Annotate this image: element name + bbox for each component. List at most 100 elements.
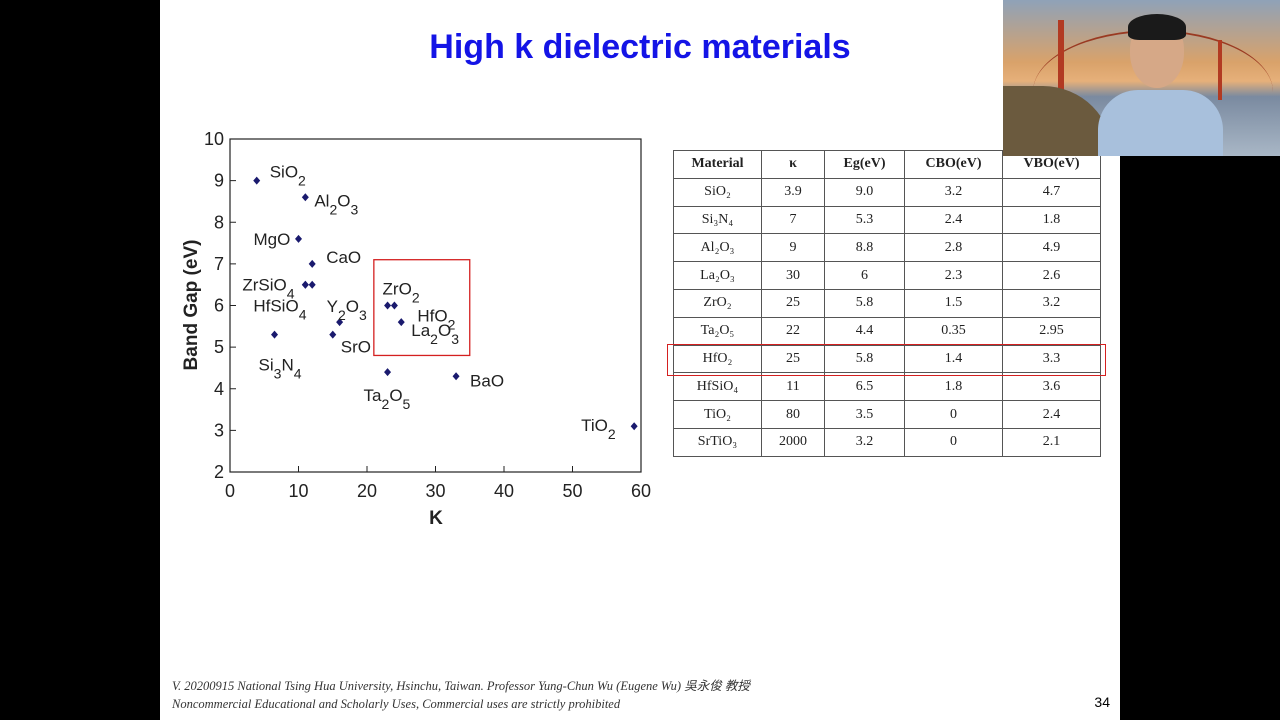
point-label: HfSiO4: [253, 297, 306, 323]
data-point: [384, 368, 392, 377]
axis-tick-labels: 0 10 20 30 40 50 60 2 3 4 5 6 7 8 9 10: [204, 129, 651, 501]
data-point: [308, 259, 316, 268]
bridge-tower: [1058, 20, 1064, 130]
point-label: Si3N4: [259, 356, 302, 382]
y-tick-label: 6: [214, 296, 224, 316]
slide-footer: V. 20200915 National Tsing Hua Universit…: [172, 677, 750, 713]
value-cell: 2.4: [1002, 400, 1101, 429]
presenter-shirt: [1098, 90, 1223, 156]
point-label: ZrSiO4: [242, 276, 294, 302]
value-cell: 5.8: [824, 344, 905, 374]
footer-credit: V. 20200915 National Tsing Hua Universit…: [172, 679, 750, 693]
header-eg: Eg(eV): [824, 150, 905, 179]
value-cell: 2.4: [904, 205, 1003, 235]
material-cell: SiO₂: [673, 177, 762, 207]
material-cell: HfO₂: [673, 344, 762, 374]
point-label: HfO2: [417, 307, 455, 333]
value-cell: 11: [761, 372, 825, 402]
y-tick-label: 7: [214, 254, 224, 274]
data-point: [295, 234, 302, 243]
value-cell: 9.0: [824, 177, 905, 207]
value-cell: 2.1: [1002, 427, 1101, 457]
data-point: [452, 372, 460, 381]
data-point: [271, 330, 279, 339]
footer-usage-notice: Noncommercial Educational and Scholarly …: [172, 697, 621, 711]
header-kappa: κ: [761, 150, 825, 179]
value-cell: 4.9: [1002, 233, 1101, 263]
highlight-region: [373, 259, 471, 357]
table-row: Al₂O₃ 9 8.8 2.8 4.9: [673, 233, 1101, 263]
bridge-tower-far: [1218, 40, 1222, 100]
value-cell: 2.8: [904, 233, 1003, 263]
value-cell: 22: [761, 316, 825, 346]
x-tick-label: 50: [562, 481, 582, 501]
value-cell: 3.2: [824, 427, 905, 457]
x-tick-label: 10: [288, 481, 308, 501]
table-row: SiO₂ 3.9 9.0 3.2 4.7: [673, 177, 1101, 207]
y-tick-label: 3: [214, 420, 224, 440]
material-cell: Ta₂O₅: [673, 316, 762, 346]
material-cell: SrTiO₃: [673, 427, 762, 457]
value-cell: 25: [761, 288, 825, 318]
header-cbo: CBO(eV): [904, 150, 1003, 179]
material-cell: HfSiO₄: [673, 372, 762, 402]
value-cell: 30: [761, 261, 825, 290]
y-tick-label: 10: [204, 129, 224, 149]
data-point: [329, 330, 337, 339]
value-cell: 6.5: [824, 372, 905, 402]
value-cell: 3.5: [824, 400, 905, 429]
point-label: SiO2: [270, 163, 306, 189]
band-gap-vs-k-chart: 0 10 20 30 40 50 60 2 3 4 5 6 7 8 9 10 SiO2 Al2O3 MgO CaO Z…: [181, 129, 651, 529]
page-number: 34: [1094, 694, 1110, 710]
table-row: ZrO₂ 25 5.8 1.5 3.2: [673, 288, 1101, 318]
y-tick-label: 5: [214, 337, 224, 357]
point-label: La2O3: [411, 321, 459, 347]
x-axis-label: K: [429, 508, 443, 529]
data-point: [253, 176, 261, 185]
dielectric-properties-table-wrap: Material κ Eg(eV) CBO(eV) VBO(eV) SiO₂ 3.…: [673, 150, 1101, 457]
data-point: [630, 422, 638, 431]
data-point: [336, 318, 344, 327]
value-cell: 3.2: [904, 177, 1003, 207]
value-cell: 3.2: [1002, 288, 1101, 318]
hillside: [1003, 86, 1113, 156]
y-tick-label: 8: [214, 212, 224, 232]
table-row: La₂O₃ 30 6 2.3 2.6: [673, 261, 1101, 290]
table-row: HfSiO₄ 11 6.5 1.8 3.6: [673, 372, 1101, 402]
x-tick-label: 40: [494, 481, 514, 501]
value-cell: 0.35: [904, 316, 1003, 346]
slide-title: High k dielectric materials: [429, 28, 851, 66]
value-cell: 9: [761, 233, 825, 263]
point-label: Al2O3: [314, 191, 358, 217]
data-point: [301, 193, 309, 202]
value-cell: 1.8: [1002, 205, 1101, 235]
material-cell: Si₃N₄: [673, 205, 762, 235]
y-tick-label: 9: [214, 171, 224, 191]
value-cell: 0: [904, 400, 1003, 429]
point-label: Ta2O5: [364, 386, 411, 412]
value-cell: 0: [904, 427, 1003, 457]
value-cell: 7: [761, 205, 825, 235]
table-row: Ta₂O₅ 22 4.4 0.35 2.95: [673, 316, 1101, 346]
material-cell: Al₂O₃: [673, 233, 762, 263]
material-cell: La₂O₃: [673, 261, 762, 290]
slide: High k dielectric materials 0 10 20 30 40 50 6…: [160, 0, 1120, 720]
value-cell: 4.4: [824, 316, 905, 346]
value-cell: 25: [761, 344, 825, 374]
value-cell: 1.4: [904, 344, 1003, 374]
table-row: HfO₂ 25 5.8 1.4 3.3: [673, 344, 1101, 374]
point-label: Y2O3: [327, 297, 367, 323]
presenter-hair: [1128, 14, 1186, 40]
value-cell: 80: [761, 400, 825, 429]
point-label: TiO2: [581, 416, 616, 442]
value-cell: 5.8: [824, 288, 905, 318]
y-tick-label: 4: [214, 379, 224, 399]
value-cell: 3.3: [1002, 344, 1101, 374]
value-cell: 2.6: [1002, 261, 1101, 290]
value-cell: 3.6: [1002, 372, 1101, 402]
axis-ticks: [229, 138, 642, 473]
table-header-row: Material κ Eg(eV) CBO(eV) VBO(eV): [673, 150, 1101, 179]
table-body: SiO₂ 3.9 9.0 3.2 4.7 Si₃N₄ 7 5.3 2.4 1.8 Al₂O₃ 9 8.8…: [673, 177, 1101, 457]
point-label: MgO: [254, 230, 291, 249]
point-label: CaO: [326, 248, 361, 267]
